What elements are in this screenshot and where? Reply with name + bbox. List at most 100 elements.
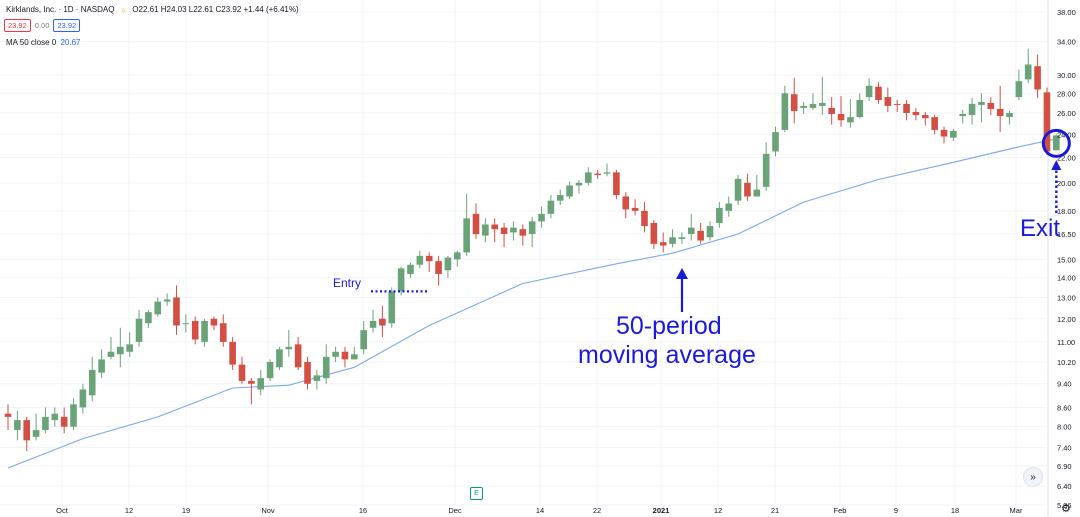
candle xyxy=(987,97,995,116)
exit-label: Exit xyxy=(1020,215,1061,242)
candle xyxy=(575,180,583,194)
symbol-title[interactable]: Kirklands, Inc. · 1D · NASDAQ xyxy=(6,5,115,14)
candle-body xyxy=(210,318,218,326)
double-chevron-right-icon[interactable]: » xyxy=(1023,467,1043,487)
candle xyxy=(416,250,424,269)
indicator-label: MA 50 close 0 xyxy=(6,38,57,47)
x-tick-label: Dec xyxy=(448,506,462,515)
candle-body xyxy=(659,242,667,246)
candle-body xyxy=(304,362,311,384)
candle xyxy=(921,111,929,126)
candle-body xyxy=(968,103,976,116)
candle xyxy=(800,101,807,115)
candle xyxy=(322,344,330,384)
sell-button[interactable]: 23.92 xyxy=(4,19,31,32)
candle xyxy=(173,285,180,335)
y-tick-label: 8.00 xyxy=(1057,423,1072,432)
buy-button[interactable]: 23.92 xyxy=(53,19,81,32)
candle-body xyxy=(407,264,414,274)
candle-body xyxy=(229,341,236,365)
candle-body xyxy=(1053,135,1060,151)
candles xyxy=(4,48,1060,452)
candle-body xyxy=(744,182,751,197)
ma-path xyxy=(7,138,1057,469)
candle-body xyxy=(42,416,49,431)
candle xyxy=(650,219,658,249)
candle xyxy=(98,349,105,379)
candle-body xyxy=(285,346,293,350)
candle-body xyxy=(809,103,817,108)
candle-body xyxy=(772,132,779,152)
candle-body xyxy=(4,413,12,417)
candle xyxy=(23,416,31,452)
candle xyxy=(790,77,798,124)
candle xyxy=(641,202,648,233)
indicator-legend[interactable]: MA 50 close 0 20.67 xyxy=(6,38,81,47)
candle xyxy=(931,115,938,135)
candle xyxy=(819,76,826,116)
candle-body xyxy=(716,207,723,223)
candle-body xyxy=(819,102,826,106)
x-tick-label: 21 xyxy=(771,506,779,515)
candle xyxy=(622,192,630,219)
candle-body xyxy=(585,172,592,183)
candle-body xyxy=(435,261,442,274)
x-tick-label: 9 xyxy=(894,506,898,515)
candle-body xyxy=(313,375,321,381)
y-tick-label: 16.50 xyxy=(1057,230,1076,239)
candle-body xyxy=(500,227,508,235)
candle xyxy=(697,222,704,244)
candle-body xyxy=(940,129,948,137)
moving-average-line xyxy=(7,138,1057,469)
y-tick-label: 20.00 xyxy=(1057,179,1076,188)
candle xyxy=(781,85,789,133)
candle xyxy=(856,93,864,119)
candle-body xyxy=(201,320,208,342)
ma-arrow-head xyxy=(676,268,688,279)
candle xyxy=(828,97,835,125)
candle xyxy=(238,356,246,384)
candle xyxy=(716,202,723,228)
candle xyxy=(538,206,545,228)
candle-body xyxy=(276,349,283,368)
candle xyxy=(585,167,592,186)
y-tick-label: 28.00 xyxy=(1057,89,1076,98)
candle xyxy=(444,255,452,278)
candle-body xyxy=(444,257,452,271)
candle xyxy=(875,82,882,104)
candle xyxy=(285,330,293,357)
candle-body xyxy=(510,227,517,233)
candle xyxy=(519,224,527,246)
candle-body xyxy=(847,117,854,123)
candle xyxy=(500,222,508,248)
candle xyxy=(687,213,695,241)
candle xyxy=(154,297,162,317)
candle-body xyxy=(135,318,143,342)
candle-body xyxy=(856,100,864,118)
candle-body xyxy=(294,344,302,368)
candle-body xyxy=(60,416,68,427)
candle xyxy=(1015,69,1023,101)
candle-body xyxy=(257,378,265,390)
candle-body xyxy=(453,252,461,260)
candle-body xyxy=(14,420,21,431)
candle-body xyxy=(425,255,433,262)
candle xyxy=(903,100,910,121)
candle-body xyxy=(1043,92,1051,152)
gear-icon[interactable]: ⚙ xyxy=(1061,503,1071,515)
candle xyxy=(556,189,564,206)
x-tick-label: 19 xyxy=(182,506,190,515)
candle-body xyxy=(950,130,957,138)
candle-body xyxy=(351,354,358,360)
candle-body xyxy=(107,351,115,357)
candle-body xyxy=(1006,112,1013,118)
candle-body xyxy=(463,218,470,253)
x-tick-label: 14 xyxy=(536,506,544,515)
candle-body xyxy=(697,230,704,241)
tradingview-logo-icon[interactable]: E xyxy=(470,487,483,500)
candle-body xyxy=(1034,66,1041,90)
candle-body xyxy=(528,221,536,235)
candle-body xyxy=(547,200,555,214)
